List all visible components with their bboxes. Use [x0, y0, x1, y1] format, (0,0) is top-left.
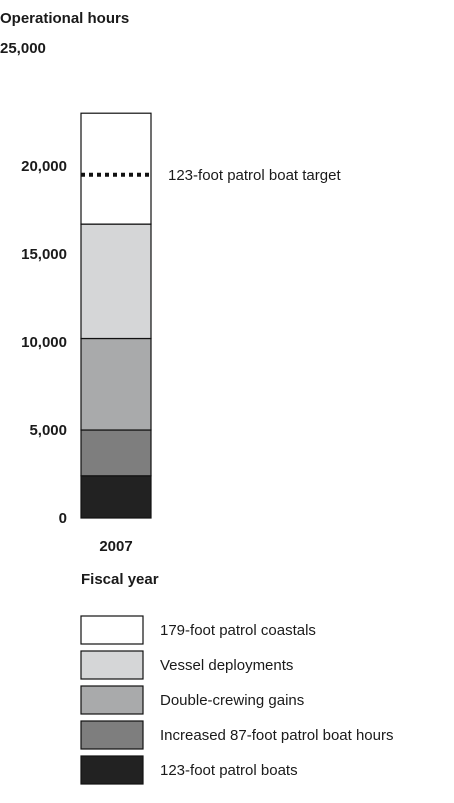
annotations: 123-foot patrol boat target — [81, 167, 341, 184]
legend-swatch — [80, 615, 144, 645]
y-tick-label: 5,000 — [29, 422, 67, 439]
target-label: 123-foot patrol boat target — [168, 167, 341, 184]
bar-segment — [80, 223, 152, 340]
y-tick-label: 10,000 — [21, 334, 67, 351]
bar-segment — [80, 429, 152, 477]
y-axis-title: Operational hours — [0, 10, 129, 27]
legend-label: Increased 87-foot patrol boat hours — [160, 727, 393, 744]
legend-swatch — [80, 755, 144, 785]
legend-label: 179-foot patrol coastals — [160, 622, 316, 639]
legend-swatch — [80, 685, 144, 715]
category-labels: 2007 — [99, 538, 132, 555]
legend-label: Vessel deployments — [160, 657, 293, 674]
legend-swatch — [80, 720, 144, 750]
y-tick-label: 15,000 — [21, 246, 67, 263]
legend-swatch — [80, 650, 144, 680]
bar-segment — [80, 337, 152, 431]
bar-segments — [80, 112, 152, 519]
y-tick-label: 25,000 — [0, 40, 46, 57]
x-tick-label: 2007 — [99, 538, 132, 555]
bar-segment — [80, 112, 152, 225]
x-axis-title: Fiscal year — [81, 571, 159, 588]
legend-label: Double-crewing gains — [160, 692, 304, 709]
bar-segment — [80, 475, 152, 519]
y-tick-label: 20,000 — [21, 158, 67, 175]
legend: 179-foot patrol coastals Vessel deploymen… — [80, 615, 393, 785]
y-tick-labels: 0 5,000 10,000 15,000 20,000 25,000 — [0, 40, 67, 527]
legend-label: 123-foot patrol boats — [160, 762, 298, 779]
y-tick-label: 0 — [59, 510, 67, 527]
